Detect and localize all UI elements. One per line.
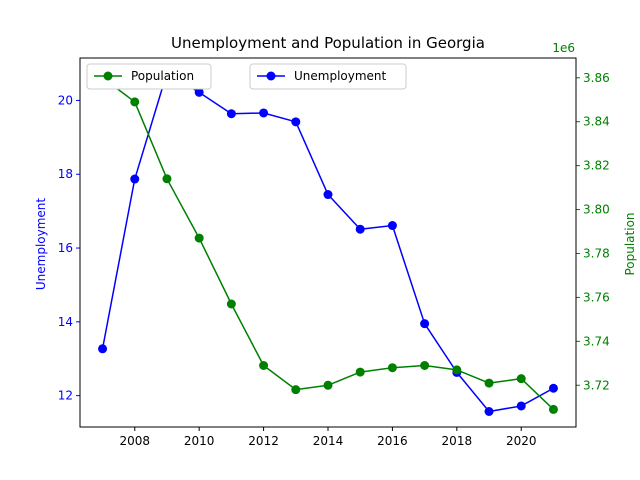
unemployment-point <box>516 401 526 411</box>
unemployment-point <box>130 174 140 184</box>
right-tick-label: 3.78 <box>583 246 610 260</box>
legend-population-label: Population <box>131 69 194 83</box>
x-tick-label: 2012 <box>248 434 279 448</box>
x-tick-label: 2018 <box>442 434 473 448</box>
unemployment-point <box>484 407 494 417</box>
series-layer <box>98 68 558 417</box>
x-tick-label: 2008 <box>119 434 150 448</box>
right-tick-label: 3.76 <box>583 290 610 304</box>
population-point <box>291 385 301 395</box>
x-tick-label: 2010 <box>184 434 215 448</box>
population-point <box>420 361 430 370</box>
legend-unemployment: Unemployment <box>249 63 407 90</box>
population-line <box>102 77 554 410</box>
population-point <box>226 299 236 309</box>
chart-title: Unemployment and Population in Georgia <box>171 34 485 52</box>
x-tick-label: 2016 <box>377 434 408 448</box>
population-point <box>548 404 558 414</box>
legend-population-box <box>86 63 212 90</box>
right-axis-label: Population <box>623 212 637 275</box>
legend-population-swatch-marker <box>103 71 113 81</box>
unemployment-point <box>420 319 430 329</box>
population-point <box>162 174 172 184</box>
unemployment-point <box>98 344 108 354</box>
left-tick-label: 20 <box>58 93 73 107</box>
x-tick-label: 2020 <box>506 434 537 448</box>
unemployment-point <box>355 224 365 234</box>
left-tick-label: 14 <box>58 315 73 329</box>
population-point <box>323 380 333 390</box>
x-tick-label: 2014 <box>313 434 344 448</box>
legend-unemployment-box <box>249 63 407 90</box>
right-tick-label: 3.80 <box>583 203 610 217</box>
right-axis-ticks: 3.72 3.74 3.76 3.78 3.80 3.82 3.84 3.86 <box>576 71 610 392</box>
unemployment-point <box>226 109 236 119</box>
left-tick-label: 12 <box>58 389 73 403</box>
unemployment-point <box>548 383 558 393</box>
right-tick-label: 3.84 <box>583 115 610 129</box>
legend-unemployment-swatch-marker <box>266 71 276 81</box>
left-tick-label: 18 <box>58 167 73 181</box>
population-point <box>194 233 204 243</box>
unemployment-point <box>387 221 397 231</box>
unemployment-line <box>101 72 554 413</box>
unemployment-point <box>323 190 333 200</box>
population-point <box>516 374 526 384</box>
left-axis-label: Unemployment <box>34 198 48 291</box>
population-point <box>387 363 397 373</box>
population-point <box>355 367 365 377</box>
unemployment-point <box>259 108 269 118</box>
population-point <box>130 97 140 107</box>
population-point <box>259 361 269 370</box>
unemployment-point <box>194 87 204 97</box>
legend-unemployment-label: Unemployment <box>294 69 387 83</box>
population-point <box>484 378 494 388</box>
plot-area-frame <box>79 57 577 428</box>
right-tick-label: 3.86 <box>583 71 610 85</box>
x-axis-ticks: 2008 2010 2012 2014 2016 2018 2020 <box>119 427 537 448</box>
unemployment-point <box>291 117 301 127</box>
right-tick-label: 3.82 <box>583 159 610 173</box>
right-tick-label: 3.72 <box>583 378 610 392</box>
legend-population: Population <box>86 63 212 90</box>
right-axis-offset-text: 1e6 <box>552 41 575 55</box>
population-point <box>452 365 462 375</box>
left-tick-label: 16 <box>58 241 73 255</box>
right-tick-label: 3.74 <box>583 334 610 348</box>
left-axis-ticks: 12 14 16 18 20 <box>58 93 80 403</box>
